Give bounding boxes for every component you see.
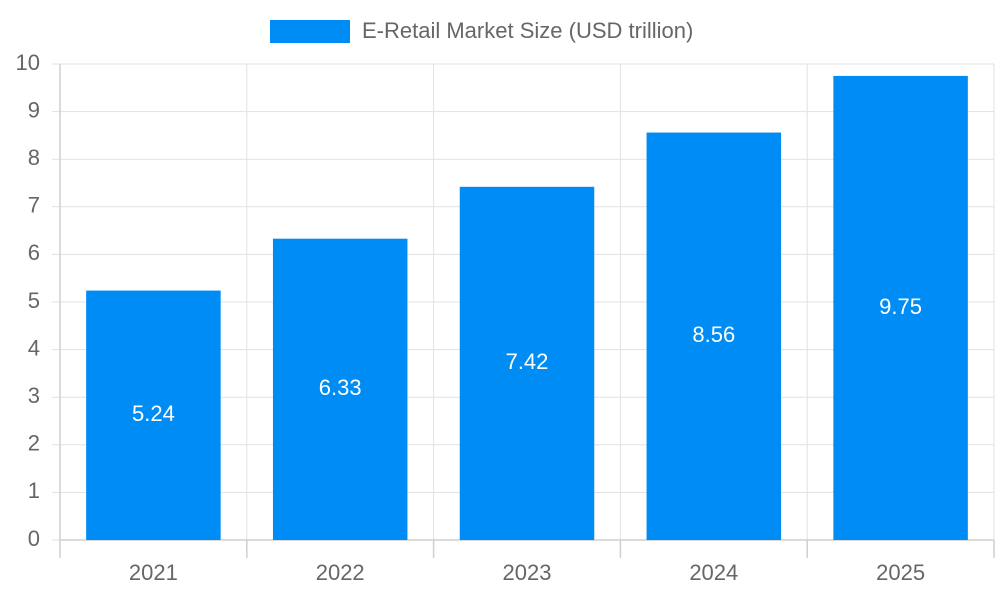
x-tick-label: 2025 [876, 560, 925, 585]
value-label: 8.56 [692, 322, 735, 347]
value-label: 6.33 [319, 375, 362, 400]
legend-swatch[interactable] [270, 20, 350, 43]
y-tick-label: 7 [28, 193, 40, 218]
value-label: 7.42 [506, 349, 549, 374]
y-tick-label: 4 [28, 335, 40, 360]
y-tick-label: 1 [28, 478, 40, 503]
bar [86, 290, 221, 540]
legend-label[interactable]: E-Retail Market Size (USD trillion) [362, 18, 693, 43]
value-label: 9.75 [879, 294, 922, 319]
y-tick-label: 3 [28, 383, 40, 408]
x-tick-label: 2024 [689, 560, 738, 585]
y-tick-label: 9 [28, 97, 40, 122]
y-tick-label: 2 [28, 431, 40, 456]
bar [646, 132, 782, 540]
x-tick-label: 2022 [316, 560, 365, 585]
y-tick-label: 5 [28, 288, 40, 313]
bar [833, 75, 968, 541]
x-tick-label: 2023 [503, 560, 552, 585]
y-tick-label: 10 [16, 50, 40, 75]
y-tick-label: 8 [28, 145, 40, 170]
y-tick-label: 6 [28, 240, 40, 265]
bar [459, 186, 595, 541]
bar [272, 238, 408, 540]
x-tick-label: 2021 [129, 560, 178, 585]
value-label: 5.24 [132, 401, 175, 426]
y-tick-label: 0 [28, 526, 40, 551]
